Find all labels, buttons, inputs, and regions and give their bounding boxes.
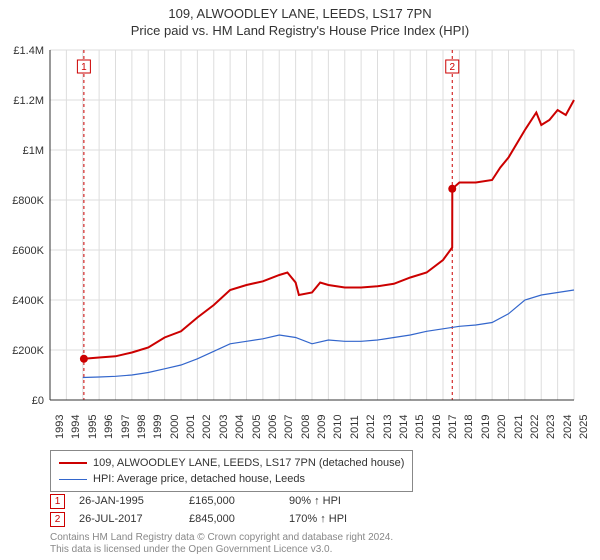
legend-swatch-property xyxy=(59,462,87,464)
chart-subtitle: Price paid vs. HM Land Registry's House … xyxy=(0,21,600,38)
x-tick-label: 1997 xyxy=(120,415,132,439)
legend-item-property: 109, ALWOODLEY LANE, LEEDS, LS17 7PN (de… xyxy=(59,455,404,471)
svg-text:£1M: £1M xyxy=(23,145,44,157)
x-tick-label: 2001 xyxy=(185,415,197,439)
x-tick-label: 2013 xyxy=(382,415,394,439)
x-tick-label: 2015 xyxy=(414,415,426,439)
svg-text:£400K: £400K xyxy=(12,295,44,307)
sale-date-1: 26-JAN-1995 xyxy=(79,495,189,507)
x-tick-label: 1999 xyxy=(152,415,164,439)
x-tick-label: 2002 xyxy=(201,415,213,439)
sale-marker-badge-2: 2 xyxy=(50,512,65,527)
svg-text:£0: £0 xyxy=(32,395,44,407)
x-tick-label: 1993 xyxy=(54,415,66,439)
sale-marker-row-1: 1 26-JAN-1995 £165,000 90% ↑ HPI xyxy=(50,492,347,510)
x-tick-label: 2005 xyxy=(251,415,263,439)
x-tick-label: 2022 xyxy=(529,415,541,439)
x-tick-label: 2025 xyxy=(578,415,590,439)
x-tick-label: 2017 xyxy=(447,415,459,439)
svg-text:£200K: £200K xyxy=(12,345,44,357)
chart-title-line1: 109, ALWOODLEY LANE, LEEDS, LS17 7PN xyxy=(0,0,600,21)
legend-item-hpi: HPI: Average price, detached house, Leed… xyxy=(59,471,404,487)
svg-text:£800K: £800K xyxy=(12,195,44,207)
svg-text:£1.2M: £1.2M xyxy=(13,95,44,107)
sale-marker-badge-1: 1 xyxy=(50,494,65,509)
sale-marker-row-2: 2 26-JUL-2017 £845,000 170% ↑ HPI xyxy=(50,510,347,528)
x-tick-label: 2009 xyxy=(316,415,328,439)
x-axis-labels: 1993 1994 1995 1996 1997 1998 1999 2000 2001 2002… xyxy=(50,405,574,445)
legend-label-property: 109, ALWOODLEY LANE, LEEDS, LS17 7PN (de… xyxy=(93,457,404,469)
svg-text:£1.4M: £1.4M xyxy=(13,45,44,57)
chart-plot: £0£200K£400K£600K£800K£1M£1.2M£1.4M12 xyxy=(50,50,574,400)
x-tick-label: 2014 xyxy=(398,415,410,439)
x-tick-label: 1994 xyxy=(70,415,82,439)
x-tick-label: 2000 xyxy=(169,415,181,439)
x-tick-label: 2016 xyxy=(431,415,443,439)
sale-pct-1: 90% ↑ HPI xyxy=(289,495,341,507)
sale-markers-table: 1 26-JAN-1995 £165,000 90% ↑ HPI 2 26-JU… xyxy=(50,492,347,528)
x-tick-label: 2003 xyxy=(218,415,230,439)
sale-pct-2: 170% ↑ HPI xyxy=(289,513,347,525)
legend: 109, ALWOODLEY LANE, LEEDS, LS17 7PN (de… xyxy=(50,450,413,492)
footer-attribution: Contains HM Land Registry data © Crown c… xyxy=(50,532,393,556)
svg-text:2: 2 xyxy=(449,62,455,73)
x-tick-label: 2021 xyxy=(513,415,525,439)
x-tick-label: 1996 xyxy=(103,415,115,439)
legend-swatch-hpi xyxy=(59,479,87,480)
x-tick-label: 2011 xyxy=(349,415,361,439)
x-tick-label: 1995 xyxy=(87,415,99,439)
sale-price-2: £845,000 xyxy=(189,513,289,525)
svg-text:£600K: £600K xyxy=(12,245,44,257)
x-tick-label: 1998 xyxy=(136,415,148,439)
sale-price-1: £165,000 xyxy=(189,495,289,507)
footer-line2: This data is licensed under the Open Gov… xyxy=(50,544,393,556)
footer-line1: Contains HM Land Registry data © Crown c… xyxy=(50,532,393,544)
x-tick-label: 2012 xyxy=(365,415,377,439)
x-tick-label: 2010 xyxy=(332,415,344,439)
sale-date-2: 26-JUL-2017 xyxy=(79,513,189,525)
x-tick-label: 2018 xyxy=(463,415,475,439)
x-tick-label: 2023 xyxy=(545,415,557,439)
x-tick-label: 2019 xyxy=(480,415,492,439)
x-tick-label: 2007 xyxy=(283,415,295,439)
x-tick-label: 2004 xyxy=(234,415,246,439)
svg-text:1: 1 xyxy=(81,62,87,73)
x-tick-label: 2024 xyxy=(562,415,574,439)
x-tick-label: 2020 xyxy=(496,415,508,439)
legend-label-hpi: HPI: Average price, detached house, Leed… xyxy=(93,473,305,485)
x-tick-label: 2006 xyxy=(267,415,279,439)
x-tick-label: 2008 xyxy=(300,415,312,439)
